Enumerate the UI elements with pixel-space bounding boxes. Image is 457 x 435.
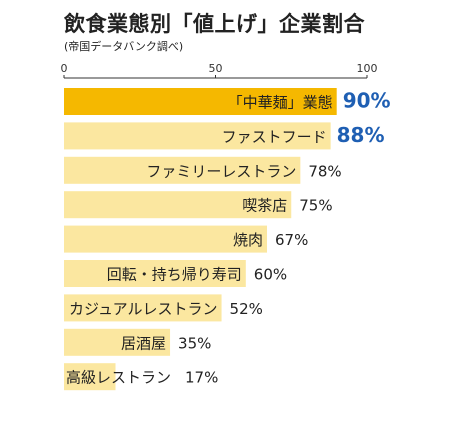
bar <box>64 260 246 287</box>
bar <box>64 225 268 253</box>
category-label: 高級レストラン <box>66 369 171 387</box>
category-label: 喫茶店 <box>242 197 287 215</box>
x-tick-label: 100 <box>357 62 378 75</box>
data-label: 35% <box>178 334 211 352</box>
data-label: 75% <box>299 197 332 215</box>
x-tick-label: 0 <box>61 62 68 75</box>
data-label: 88% <box>337 123 385 147</box>
bar <box>64 363 116 391</box>
chart-subtitle: (帝国データバンク調べ) <box>64 40 184 53</box>
category-label: ファミリーレストラン <box>146 162 296 180</box>
data-label: 78% <box>308 162 341 180</box>
category-label: 居酒屋 <box>121 334 166 352</box>
category-label: 回転・持ち帰り寿司 <box>107 266 242 284</box>
category-label: 焼肉 <box>233 231 263 249</box>
category-label: ファストフード <box>222 128 327 146</box>
category-label: カジュアルレストラン <box>69 300 218 318</box>
category-label: 「中華麺」業態 <box>228 94 333 112</box>
chart-title: 飲食業態別「値上げ」企業割合 <box>64 12 365 36</box>
data-label: 67% <box>275 231 308 249</box>
bar <box>64 88 337 115</box>
data-label: 90% <box>343 89 391 113</box>
data-label: 60% <box>254 266 287 284</box>
bar <box>64 122 331 150</box>
bar <box>64 156 301 184</box>
bar <box>64 191 292 219</box>
bar <box>64 294 222 322</box>
data-label: 52% <box>230 300 263 318</box>
data-label: 17% <box>185 369 218 387</box>
x-tick-label: 50 <box>209 62 223 75</box>
bar <box>64 328 171 356</box>
